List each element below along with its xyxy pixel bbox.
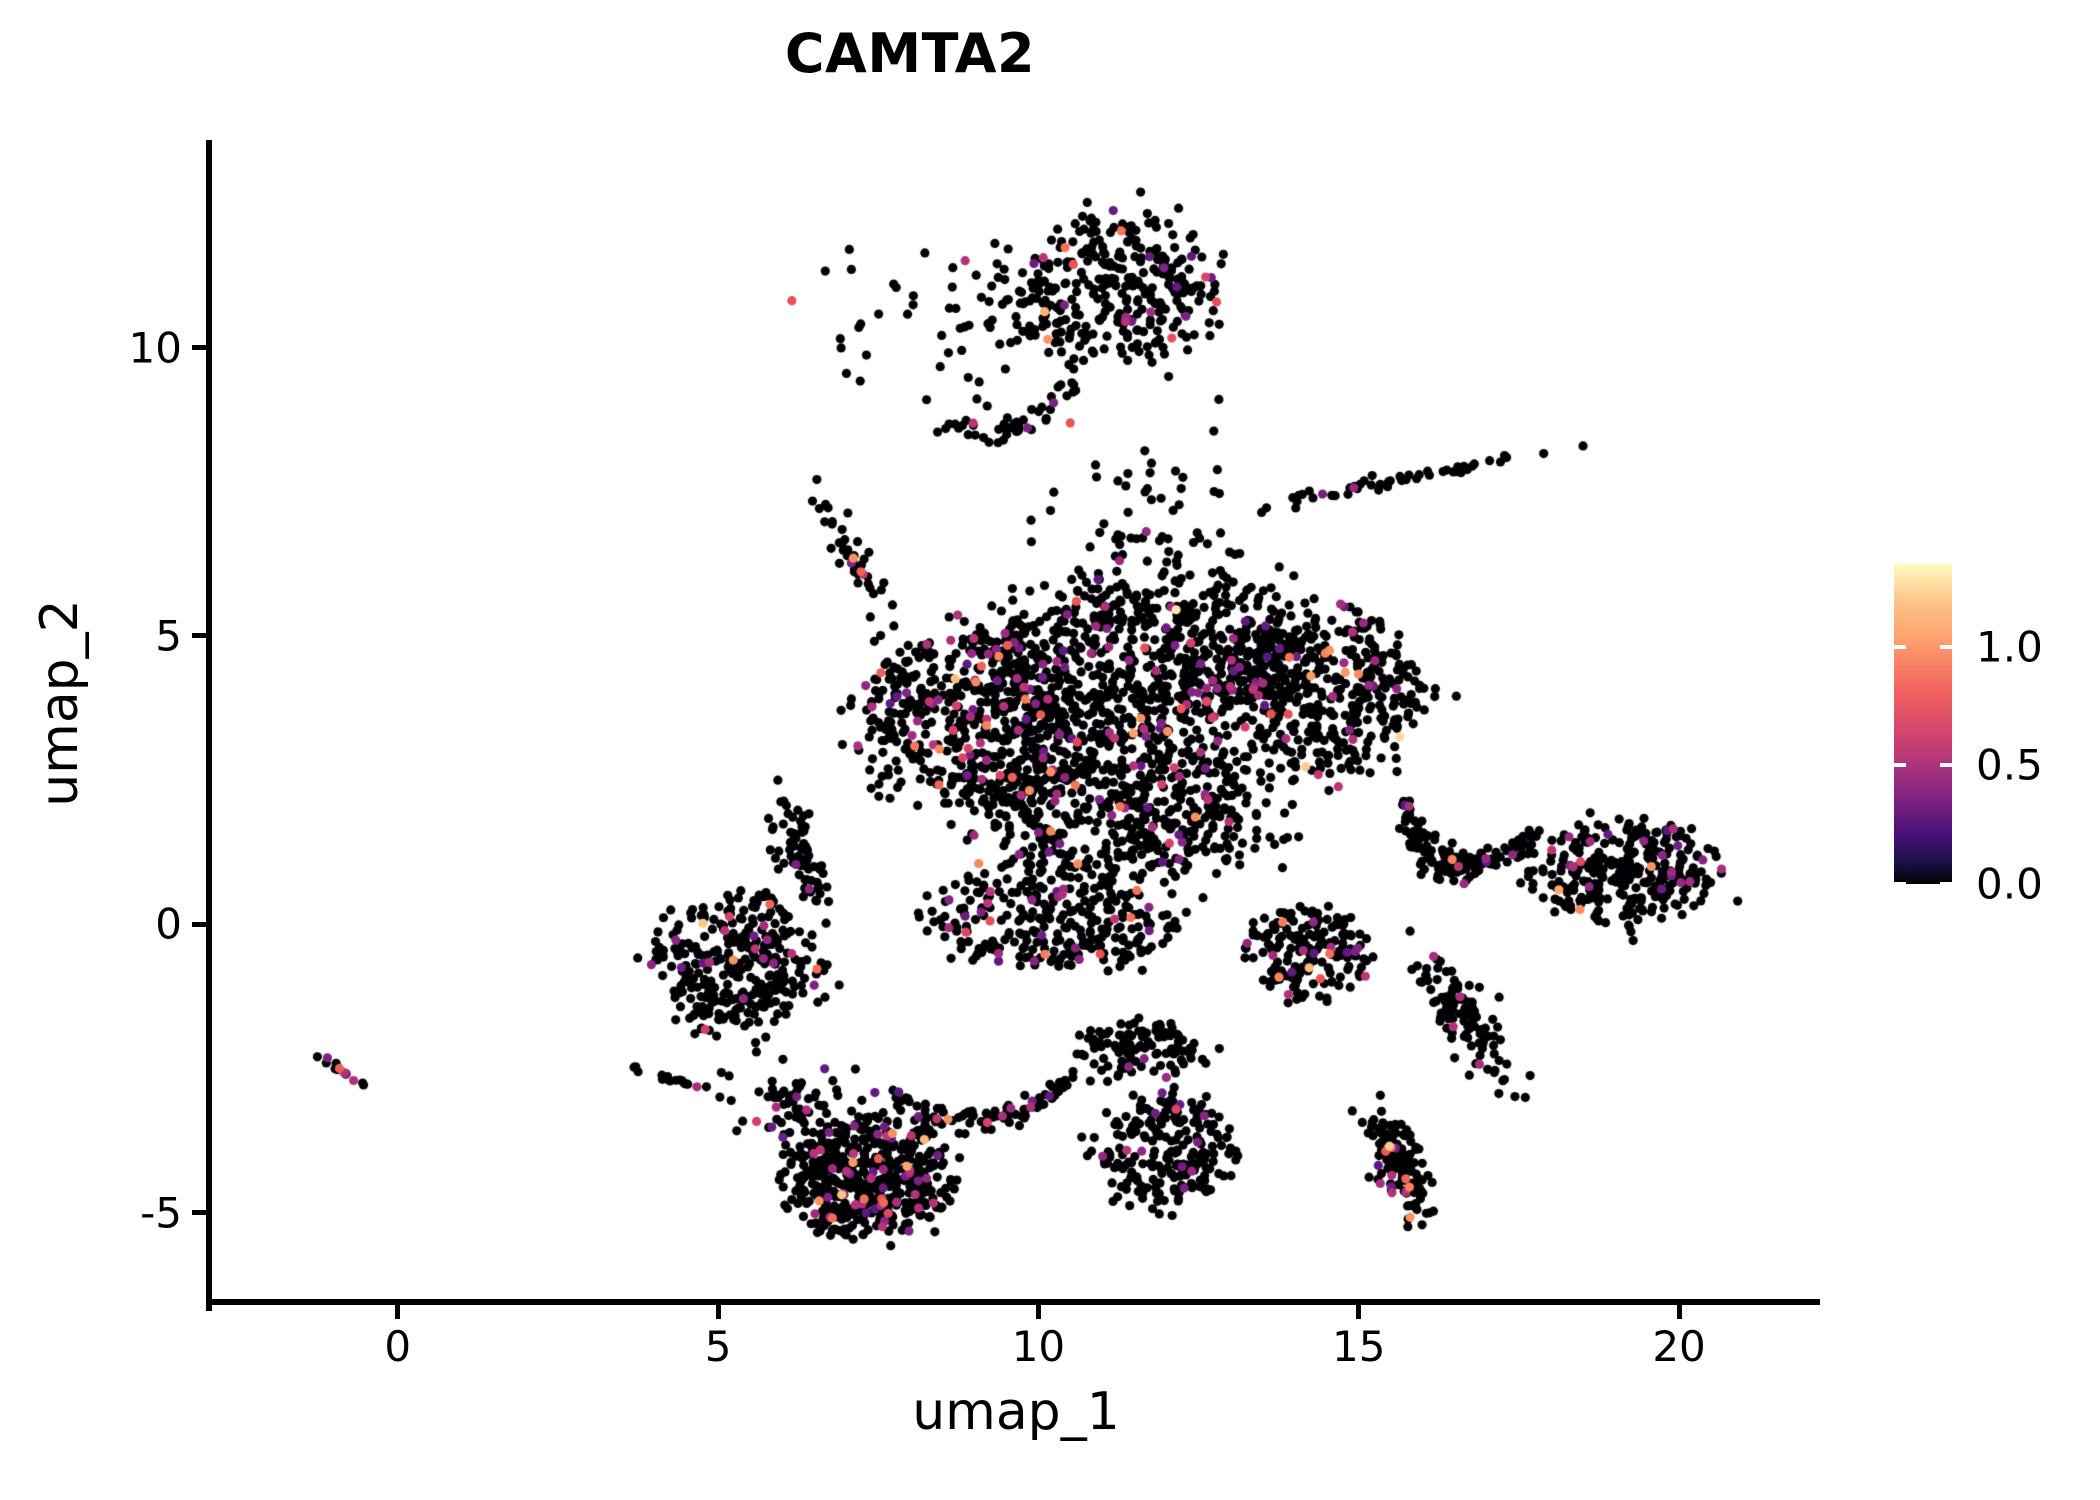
scatter-plot-area	[212, 140, 1820, 1305]
y-tick-label: 10	[128, 323, 182, 373]
colorbar	[1894, 564, 1952, 886]
y-tick-label: 0	[155, 899, 182, 949]
colorbar-tick-label: 0.5	[1976, 740, 2043, 790]
x-tick-label: 20	[1652, 1322, 1706, 1371]
colorbar-tick-mark	[1940, 644, 1952, 649]
x-tick-label: 10	[1011, 1322, 1066, 1371]
y-axis-label: umap_2	[30, 599, 90, 807]
colorbar-tick-label: 0.0	[1976, 859, 2043, 909]
page-title: CAMTA2	[784, 22, 1036, 85]
x-tick-mark	[1035, 1305, 1041, 1319]
x-tick-label: 5	[704, 1322, 732, 1371]
y-tick-mark	[192, 921, 206, 927]
colorbar-tick-mark	[1894, 644, 1906, 649]
x-axis-label: umap_1	[912, 1382, 1120, 1442]
colorbar-tick-mark	[1940, 882, 1952, 886]
x-tick-mark	[1356, 1305, 1362, 1319]
colorbar-tick-mark	[1940, 763, 1952, 768]
y-tick-mark	[192, 345, 206, 351]
x-tick-mark	[715, 1305, 721, 1319]
x-tick-label: 15	[1332, 1322, 1386, 1371]
colorbar-gradient	[1894, 564, 1952, 884]
x-tick-label: 0	[384, 1322, 412, 1371]
scatter-points-canvas	[212, 140, 1820, 1305]
colorbar-tick-label: 1.0	[1976, 622, 2043, 672]
y-axis-spine	[206, 140, 212, 1311]
y-tick-label: -5	[140, 1188, 182, 1238]
x-tick-mark	[395, 1305, 401, 1319]
colorbar-tick-mark	[1894, 882, 1906, 886]
y-tick-label: 5	[155, 611, 182, 661]
x-tick-mark	[1676, 1305, 1682, 1319]
colorbar-tick-mark	[1894, 763, 1906, 768]
x-axis-spine	[206, 1299, 1820, 1305]
y-tick-mark	[192, 1210, 206, 1216]
y-tick-mark	[192, 633, 206, 639]
